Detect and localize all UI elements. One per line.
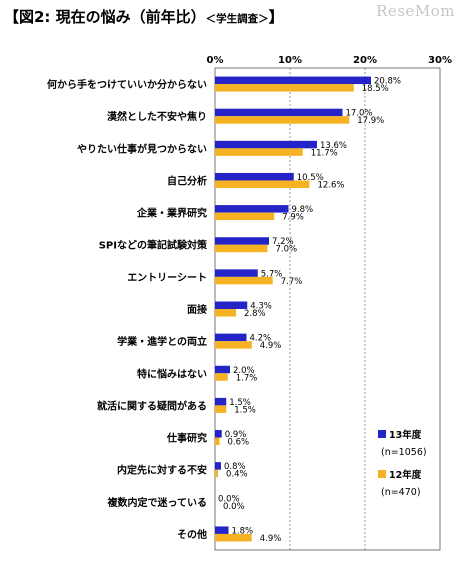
data-label: 10.5% <box>297 173 324 183</box>
bar-fy13 <box>215 430 222 438</box>
bar-fy12 <box>215 309 236 317</box>
chart-title: 【図2: 現在の悩み（前年比）＜学生調査＞】 <box>4 6 284 27</box>
data-label: 20.8% <box>374 77 401 87</box>
bar-fy13 <box>215 462 221 470</box>
x-tick-label: 30% <box>428 55 452 66</box>
category-label: 仕事研究 <box>166 432 207 445</box>
data-label: 1.7% <box>236 373 258 383</box>
legend-n: (n=470) <box>381 487 421 498</box>
category-label: 内定先に対する不安 <box>117 464 207 477</box>
x-tick-label: 20% <box>353 55 377 66</box>
bar-fy13 <box>215 108 343 117</box>
bar-fy12 <box>215 373 228 381</box>
x-tick-label: 10% <box>278 55 302 66</box>
bar-fy12 <box>215 437 220 446</box>
data-label: 5.7% <box>261 269 283 279</box>
data-label: 4.3% <box>250 302 272 312</box>
bar-fy12 <box>215 212 275 221</box>
bar-fy13 <box>215 397 227 406</box>
bar-fy12 <box>215 533 252 542</box>
data-label: 0.0% <box>218 494 240 504</box>
category-label: 学業・進学との両立 <box>117 335 207 348</box>
data-label: 17.9% <box>357 116 384 126</box>
legend-swatch <box>378 470 386 478</box>
data-label: 17.0% <box>346 109 373 119</box>
data-label: 4.9% <box>260 341 282 351</box>
category-label: SPIなどの筆記試験対策 <box>99 239 208 252</box>
bar-fy13 <box>215 301 248 309</box>
category-label: 面接 <box>187 303 207 316</box>
bar-fy13 <box>215 76 371 85</box>
data-label: 1.5% <box>229 398 251 408</box>
x-tick-label: 0% <box>207 55 224 66</box>
data-label: 4.2% <box>250 334 272 344</box>
bar-fy13 <box>215 269 258 277</box>
data-label: 7.7% <box>281 277 303 287</box>
data-label: 0.4% <box>226 470 248 480</box>
bar-fy13 <box>215 365 230 374</box>
legend-n: (n=1056) <box>381 447 427 458</box>
bar-fy13 <box>215 237 269 245</box>
data-label: 9.8% <box>292 205 314 215</box>
bar-fy12 <box>215 180 310 188</box>
data-label: 2.0% <box>233 366 255 376</box>
data-label: 2.8% <box>244 309 266 319</box>
legend-label: 13年度 <box>389 429 422 441</box>
category-label: 漠然とした不安や焦り <box>107 110 207 123</box>
data-label: 7.9% <box>282 213 304 223</box>
category-label: やりたい仕事が見つからない <box>77 142 207 155</box>
data-label: 1.8% <box>232 526 254 536</box>
category-label: エントリーシート <box>127 272 207 284</box>
legend-swatch <box>378 430 386 438</box>
data-label: 0.9% <box>225 430 247 440</box>
chart-title-main: 【図2: 現在の悩み（前年比） <box>4 8 206 26</box>
bar-fy13 <box>215 205 289 213</box>
bar-fy12 <box>215 469 218 478</box>
data-label: 0.0% <box>223 502 245 512</box>
category-label: 企業・業界研究 <box>136 207 207 220</box>
data-label: 7.0% <box>276 245 298 255</box>
category-label: 特に悩みはない <box>137 367 207 380</box>
bar-fy12 <box>215 405 227 413</box>
bar-fy12 <box>215 341 252 349</box>
data-label: 4.9% <box>260 534 282 544</box>
category-label: 複数内定で迷っている <box>107 496 208 509</box>
data-label: 12.6% <box>318 180 345 190</box>
data-label: 1.5% <box>234 405 256 415</box>
category-label: 何から手をつけていいか分からない <box>47 78 207 91</box>
chart-title-sub: ＜学生調査＞ <box>205 13 269 25</box>
bar-fy12 <box>215 84 354 92</box>
data-label: 13.6% <box>320 141 347 151</box>
category-label: その他 <box>177 528 207 541</box>
bar-fy12 <box>215 276 273 285</box>
data-label: 0.8% <box>224 462 246 472</box>
data-label: 7.2% <box>272 237 294 247</box>
bar-fy12 <box>215 148 303 156</box>
category-label: 自己分析 <box>167 174 207 187</box>
bar-fy13 <box>215 333 247 342</box>
legend-label: 12年度 <box>389 469 422 481</box>
data-label: 11.7% <box>311 148 338 158</box>
watermark-logo: ReseMom <box>376 2 455 20</box>
bar-fy13 <box>215 140 317 149</box>
data-label: 18.5% <box>362 84 389 94</box>
category-label: 就活に関する疑問がある <box>97 399 207 412</box>
chart-title-close: 】 <box>268 8 284 26</box>
bar-fy13 <box>215 172 294 181</box>
bar-fy13 <box>215 526 229 534</box>
bar-fy12 <box>215 116 350 124</box>
bar-fy12 <box>215 244 268 253</box>
data-label: 0.6% <box>228 438 250 448</box>
